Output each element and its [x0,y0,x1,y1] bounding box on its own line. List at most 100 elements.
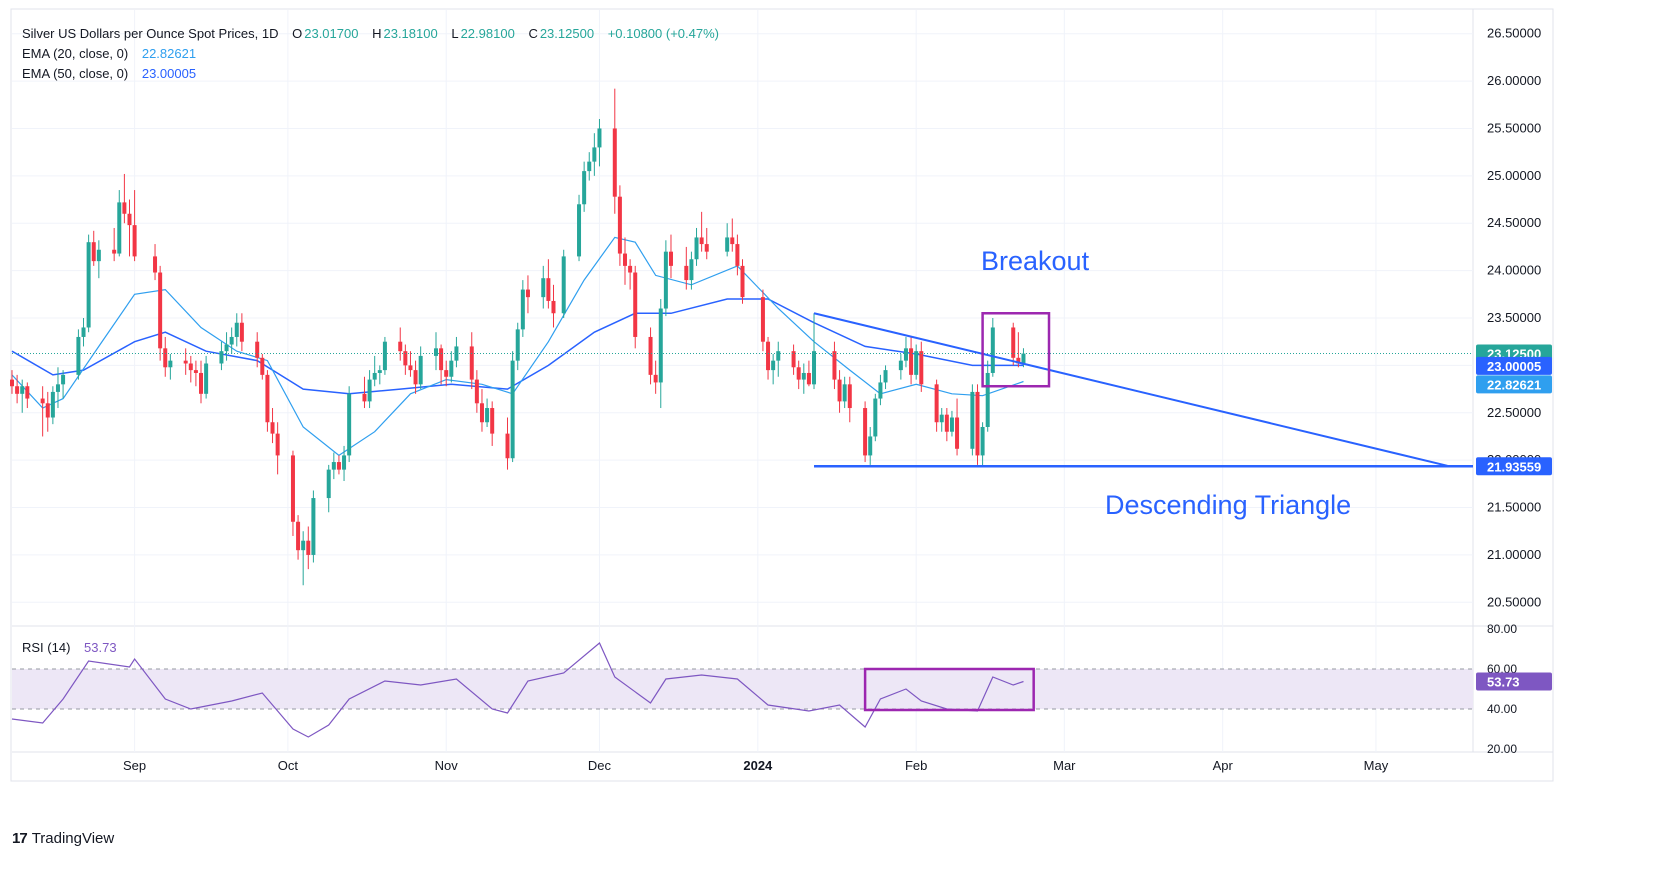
candle-body [776,351,781,361]
candle [878,374,883,406]
candle [408,351,413,377]
candle [617,185,622,266]
chart-frame [10,8,1554,782]
candle-body [939,414,944,423]
candle [510,351,515,463]
low-value: 22.98100 [460,26,515,41]
support-price-badge: 21.93559 [1487,459,1541,474]
candle-body [628,265,633,273]
candle-body [260,357,265,375]
candle [842,376,847,409]
ema20-legend[interactable]: EMA (20, close, 0) 22.82621 [22,45,198,62]
brand-name: TradingView [31,830,115,847]
candle-body [153,256,158,273]
breakout-annotation: Breakout [981,246,1090,276]
candle-body [617,196,622,254]
candle [336,455,341,475]
candle-body [949,417,954,432]
candle [326,464,331,513]
candle-body [224,344,229,352]
candle [561,249,566,318]
close-label: C [528,26,538,41]
rsi-badge-bg [1476,672,1552,691]
candle [909,336,914,385]
candle-body [229,336,234,345]
candle-body [342,455,347,470]
candle [398,327,403,361]
candle-body [219,351,224,364]
candle [199,360,204,404]
rsi-legend-value: 53.73 [84,640,117,655]
candle [55,367,60,409]
low-label: L [451,26,459,41]
instrument-title: Silver US Dollars per Ounce Spot Prices,… [22,26,279,41]
candle-body [955,417,960,449]
candle [331,452,336,480]
candle-body [204,363,209,394]
candle [413,360,418,394]
candle [980,422,985,467]
candle [122,173,127,224]
price-tick-label: 21.50000 [1487,500,1541,515]
candle-body [597,128,602,148]
candle [985,360,990,432]
candle [694,227,699,266]
time-tick-label: Feb [905,758,927,773]
candle-body [255,341,260,358]
candle [15,374,20,404]
candle [587,152,592,181]
candle [224,332,229,361]
tradingview-watermark[interactable]: 17 TradingView [12,830,114,847]
candle [868,426,873,465]
candle-body [663,251,668,309]
candle [20,379,25,413]
candle [1011,322,1016,366]
candle [582,161,587,212]
candle-body [234,322,239,337]
high-value: 23.18100 [383,26,438,41]
candle [934,379,939,432]
candle-body [868,436,873,456]
price-tick-label: 26.50000 [1487,26,1541,41]
candle [239,313,244,352]
candle-body [510,360,515,459]
candle [791,344,796,375]
candle [903,336,908,368]
candle-body [96,249,101,262]
ema50-price-badge: 23.00005 [1487,359,1541,374]
time-tick-label: Mar [1053,758,1076,773]
candle-body [919,351,924,385]
candle [837,370,842,413]
rsi-legend[interactable]: RSI (14) 53.73 [22,639,119,656]
candle-body [771,360,776,371]
candle-body [970,391,975,449]
candle-body [311,498,316,555]
rsi-band [12,669,1473,709]
candle [10,370,14,394]
candle [955,398,960,456]
candle [418,346,423,390]
rsi-label: RSI (14) [22,640,71,655]
time-tick-label: Dec [588,758,612,773]
candle [265,370,270,432]
ema50-value: 23.00005 [141,66,197,81]
candle-body [86,242,91,328]
candle [766,336,771,380]
candle [776,341,781,377]
candle-body [505,433,510,459]
candle [801,363,806,394]
close-value: 23.12500 [539,26,595,41]
candle-body [525,289,530,298]
candle [730,218,735,252]
pattern-annotation: Descending Triangle [1105,490,1351,520]
candle-body [699,237,704,245]
candle-body [40,398,45,404]
candle [628,259,633,290]
candle-body [158,272,163,349]
candle [188,355,193,383]
candle [275,422,280,475]
ema50-legend[interactable]: EMA (50, close, 0) 23.00005 [22,65,198,82]
candle-body [832,351,837,380]
time-tick-label: Apr [1213,758,1234,773]
